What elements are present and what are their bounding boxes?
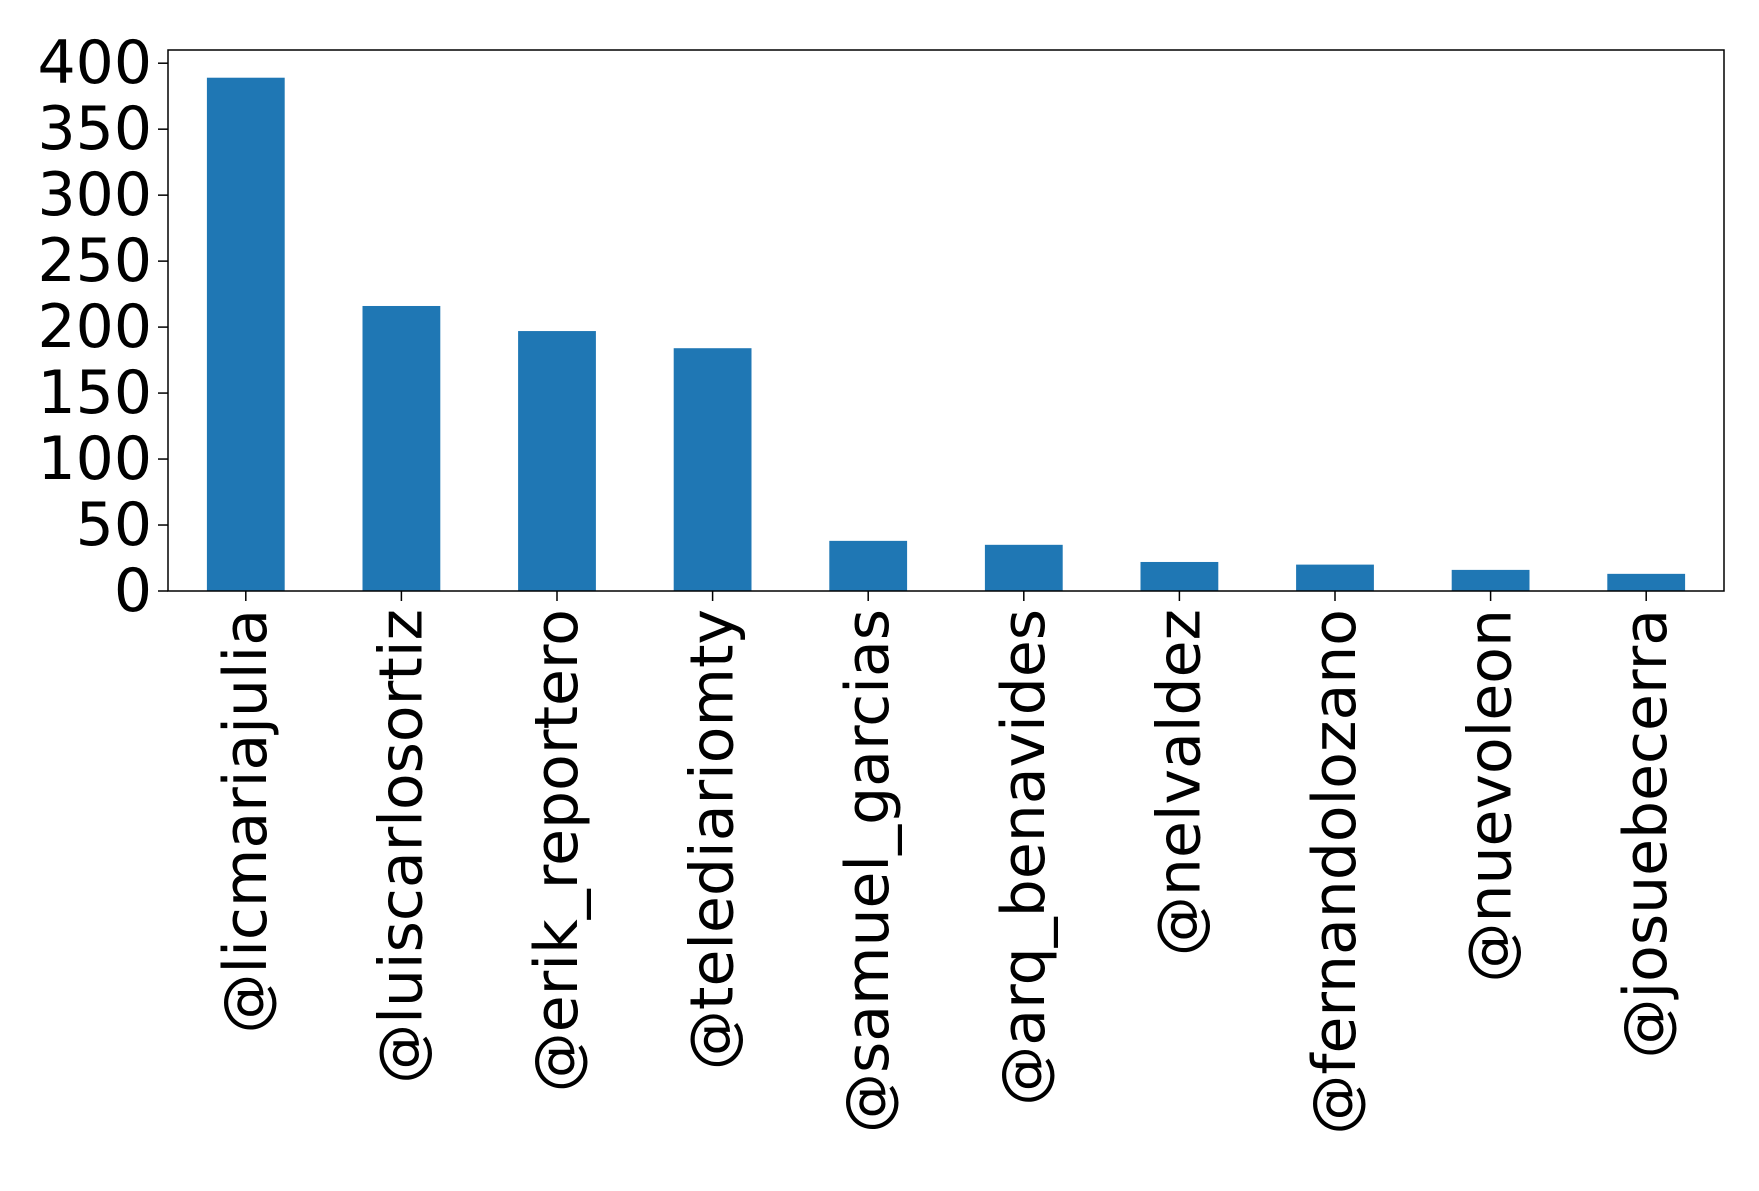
x-tick-label: @arq_benavides [989,609,1059,1106]
bar-josuebecerra [1607,573,1686,591]
y-tick-label: 50 [76,490,152,560]
plot-frame [167,49,1725,592]
y-tick-label: 100 [37,424,152,494]
x-tick-label: @telediariomty [678,609,748,1070]
y-tick-label: 250 [37,226,152,296]
bar-telediariomty [673,348,752,591]
x-tick-label: @samuel_garcias [833,609,903,1133]
y-tick-label: 200 [37,292,152,362]
x-tick-label: @josuebecerra [1611,609,1681,1059]
bar-licmariajulia [206,77,285,591]
x-tick-label: @licmariajulia [211,609,281,1033]
bar-nuevoleon [1451,569,1530,591]
bar-erik-reportero [518,331,596,591]
bar-luiscarlosortiz [362,305,441,591]
y-tick-label: 350 [37,94,152,164]
y-tick-label: 300 [37,160,152,230]
bar-nelvaldez [1140,561,1219,591]
bar-arq-benavides [984,544,1063,591]
x-tick-label: @nelvaldez [1144,609,1214,956]
x-tick-label: @nuevoleon [1456,609,1526,983]
bar-fernandolozano [1296,564,1374,591]
x-tick-label: @fernandolozano [1300,609,1370,1135]
y-tick-label: 150 [37,358,152,428]
x-tick-label: @erik_reportero [522,609,592,1092]
y-tick-label: 400 [37,28,152,98]
x-tick-label: @luiscarlosortiz [366,609,436,1084]
bar-samuel-garcias [829,540,908,591]
y-tick-label: 0 [114,556,152,626]
